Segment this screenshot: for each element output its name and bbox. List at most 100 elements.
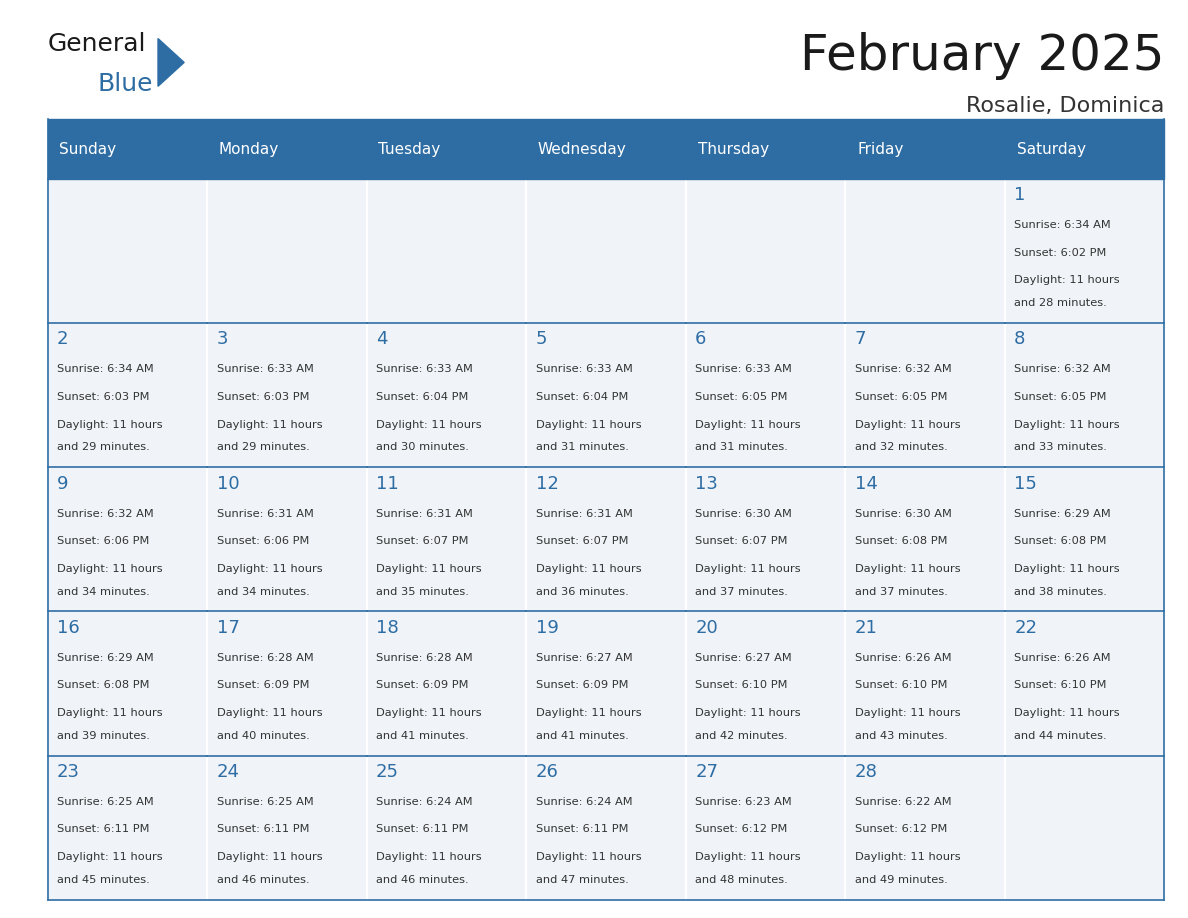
Text: Sunset: 6:05 PM: Sunset: 6:05 PM — [695, 392, 788, 402]
Text: 6: 6 — [695, 330, 707, 349]
Text: Daylight: 11 hours: Daylight: 11 hours — [57, 852, 163, 862]
Text: Daylight: 11 hours: Daylight: 11 hours — [1015, 420, 1120, 430]
FancyBboxPatch shape — [526, 467, 685, 611]
Text: and 36 minutes.: and 36 minutes. — [536, 587, 628, 597]
Text: Sunset: 6:12 PM: Sunset: 6:12 PM — [854, 824, 947, 834]
Text: and 46 minutes.: and 46 minutes. — [377, 875, 469, 885]
Text: 1: 1 — [1015, 186, 1025, 205]
Text: Daylight: 11 hours: Daylight: 11 hours — [536, 564, 642, 574]
FancyBboxPatch shape — [685, 756, 845, 900]
Text: Sunrise: 6:30 AM: Sunrise: 6:30 AM — [854, 509, 952, 519]
Text: and 38 minutes.: and 38 minutes. — [1015, 587, 1107, 597]
Text: Tuesday: Tuesday — [379, 141, 441, 157]
Text: 9: 9 — [57, 475, 69, 493]
Text: 10: 10 — [216, 475, 239, 493]
Text: and 39 minutes.: and 39 minutes. — [57, 731, 150, 741]
Text: 20: 20 — [695, 619, 718, 637]
Text: Sunset: 6:05 PM: Sunset: 6:05 PM — [1015, 392, 1107, 402]
FancyBboxPatch shape — [48, 611, 207, 756]
Text: Sunset: 6:11 PM: Sunset: 6:11 PM — [57, 824, 150, 834]
Text: Sunset: 6:08 PM: Sunset: 6:08 PM — [854, 536, 947, 546]
Text: Sunrise: 6:31 AM: Sunrise: 6:31 AM — [536, 509, 632, 519]
Text: Sunrise: 6:34 AM: Sunrise: 6:34 AM — [1015, 220, 1111, 230]
Text: Sunrise: 6:30 AM: Sunrise: 6:30 AM — [695, 509, 792, 519]
Text: and 31 minutes.: and 31 minutes. — [695, 442, 788, 453]
Text: Daylight: 11 hours: Daylight: 11 hours — [216, 420, 322, 430]
Text: Sunset: 6:10 PM: Sunset: 6:10 PM — [854, 680, 947, 690]
Text: Sunrise: 6:24 AM: Sunrise: 6:24 AM — [377, 797, 473, 807]
FancyBboxPatch shape — [48, 179, 207, 323]
Text: Sunrise: 6:25 AM: Sunrise: 6:25 AM — [216, 797, 314, 807]
Text: 5: 5 — [536, 330, 548, 349]
FancyBboxPatch shape — [1005, 467, 1164, 611]
Text: Sunrise: 6:24 AM: Sunrise: 6:24 AM — [536, 797, 632, 807]
Text: Saturday: Saturday — [1017, 141, 1086, 157]
Text: and 34 minutes.: and 34 minutes. — [57, 587, 150, 597]
Polygon shape — [158, 39, 184, 86]
FancyBboxPatch shape — [48, 119, 207, 179]
Text: Daylight: 11 hours: Daylight: 11 hours — [695, 708, 801, 718]
Text: Daylight: 11 hours: Daylight: 11 hours — [377, 564, 481, 574]
Text: Daylight: 11 hours: Daylight: 11 hours — [854, 852, 960, 862]
Text: and 33 minutes.: and 33 minutes. — [1015, 442, 1107, 453]
Text: and 46 minutes.: and 46 minutes. — [216, 875, 309, 885]
Text: Sunrise: 6:27 AM: Sunrise: 6:27 AM — [536, 653, 632, 663]
Text: Daylight: 11 hours: Daylight: 11 hours — [377, 708, 481, 718]
Text: Daylight: 11 hours: Daylight: 11 hours — [695, 852, 801, 862]
Text: Daylight: 11 hours: Daylight: 11 hours — [1015, 275, 1120, 285]
Text: Sunset: 6:09 PM: Sunset: 6:09 PM — [536, 680, 628, 690]
Text: Daylight: 11 hours: Daylight: 11 hours — [854, 420, 960, 430]
Text: and 29 minutes.: and 29 minutes. — [216, 442, 309, 453]
Text: Sunset: 6:02 PM: Sunset: 6:02 PM — [1015, 248, 1106, 258]
FancyBboxPatch shape — [685, 323, 845, 467]
FancyBboxPatch shape — [1005, 179, 1164, 323]
Text: Daylight: 11 hours: Daylight: 11 hours — [377, 420, 481, 430]
Text: Sunrise: 6:31 AM: Sunrise: 6:31 AM — [377, 509, 473, 519]
Text: 28: 28 — [854, 763, 878, 781]
Text: 26: 26 — [536, 763, 558, 781]
Text: Daylight: 11 hours: Daylight: 11 hours — [216, 708, 322, 718]
FancyBboxPatch shape — [207, 323, 367, 467]
FancyBboxPatch shape — [685, 467, 845, 611]
FancyBboxPatch shape — [845, 467, 1005, 611]
Text: Daylight: 11 hours: Daylight: 11 hours — [377, 852, 481, 862]
FancyBboxPatch shape — [845, 611, 1005, 756]
FancyBboxPatch shape — [526, 611, 685, 756]
Text: 18: 18 — [377, 619, 399, 637]
FancyBboxPatch shape — [207, 467, 367, 611]
Text: and 28 minutes.: and 28 minutes. — [1015, 298, 1107, 308]
FancyBboxPatch shape — [48, 467, 207, 611]
Text: Sunset: 6:09 PM: Sunset: 6:09 PM — [216, 680, 309, 690]
Text: Sunrise: 6:23 AM: Sunrise: 6:23 AM — [695, 797, 792, 807]
Text: 22: 22 — [1015, 619, 1037, 637]
Text: Sunrise: 6:33 AM: Sunrise: 6:33 AM — [536, 364, 632, 375]
Text: and 41 minutes.: and 41 minutes. — [377, 731, 469, 741]
Text: Sunrise: 6:28 AM: Sunrise: 6:28 AM — [216, 653, 314, 663]
Text: Daylight: 11 hours: Daylight: 11 hours — [216, 564, 322, 574]
FancyBboxPatch shape — [526, 323, 685, 467]
Text: Daylight: 11 hours: Daylight: 11 hours — [695, 420, 801, 430]
Text: Sunrise: 6:26 AM: Sunrise: 6:26 AM — [854, 653, 952, 663]
Text: Sunset: 6:08 PM: Sunset: 6:08 PM — [1015, 536, 1107, 546]
Text: and 29 minutes.: and 29 minutes. — [57, 442, 150, 453]
Text: and 48 minutes.: and 48 minutes. — [695, 875, 788, 885]
Text: Daylight: 11 hours: Daylight: 11 hours — [536, 852, 642, 862]
Text: and 37 minutes.: and 37 minutes. — [695, 587, 788, 597]
Text: Sunrise: 6:32 AM: Sunrise: 6:32 AM — [1015, 364, 1111, 375]
Text: and 44 minutes.: and 44 minutes. — [1015, 731, 1107, 741]
Text: Daylight: 11 hours: Daylight: 11 hours — [854, 564, 960, 574]
FancyBboxPatch shape — [685, 611, 845, 756]
Text: Daylight: 11 hours: Daylight: 11 hours — [1015, 564, 1120, 574]
Text: Sunrise: 6:22 AM: Sunrise: 6:22 AM — [854, 797, 952, 807]
FancyBboxPatch shape — [207, 756, 367, 900]
Text: 27: 27 — [695, 763, 719, 781]
Text: 3: 3 — [216, 330, 228, 349]
Text: Sunrise: 6:29 AM: Sunrise: 6:29 AM — [57, 653, 153, 663]
Text: Sunset: 6:12 PM: Sunset: 6:12 PM — [695, 824, 788, 834]
Text: Sunrise: 6:31 AM: Sunrise: 6:31 AM — [216, 509, 314, 519]
FancyBboxPatch shape — [367, 611, 526, 756]
Text: and 32 minutes.: and 32 minutes. — [854, 442, 948, 453]
Text: and 30 minutes.: and 30 minutes. — [377, 442, 469, 453]
FancyBboxPatch shape — [1005, 611, 1164, 756]
Text: Sunday: Sunday — [59, 141, 116, 157]
